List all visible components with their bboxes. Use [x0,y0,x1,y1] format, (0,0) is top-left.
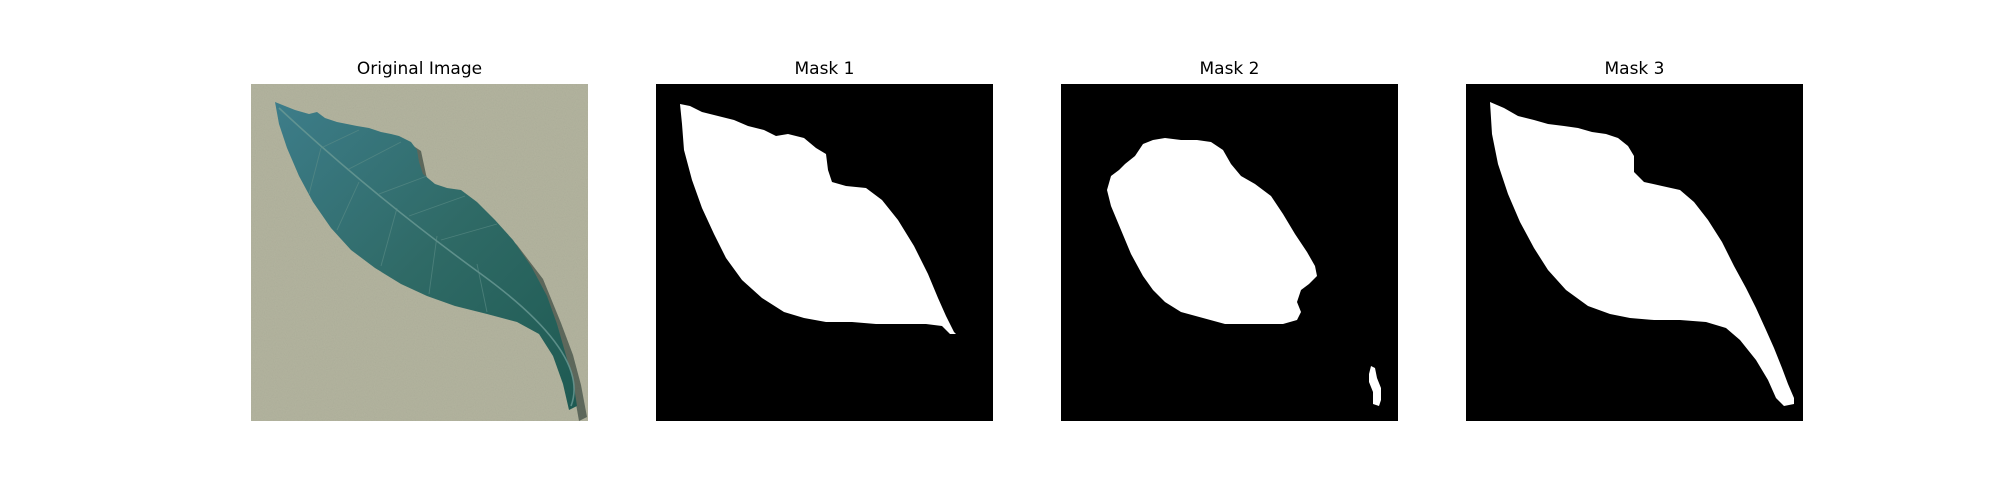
mask-3-title: Mask 3 [1604,59,1665,79]
original-image-title: Original Image [356,59,483,79]
mask-1-image [656,84,993,421]
original-leaf-image [251,84,588,421]
mask-1-title: Mask 1 [794,59,855,79]
mask-3-panel [1466,84,1803,421]
mask-2-panel [1061,84,1398,421]
mask-3-image [1466,84,1803,421]
mask-2-image [1061,84,1398,421]
mask-1-panel [656,84,993,421]
original-image-panel [251,84,588,421]
mask-2-title: Mask 2 [1199,59,1260,79]
